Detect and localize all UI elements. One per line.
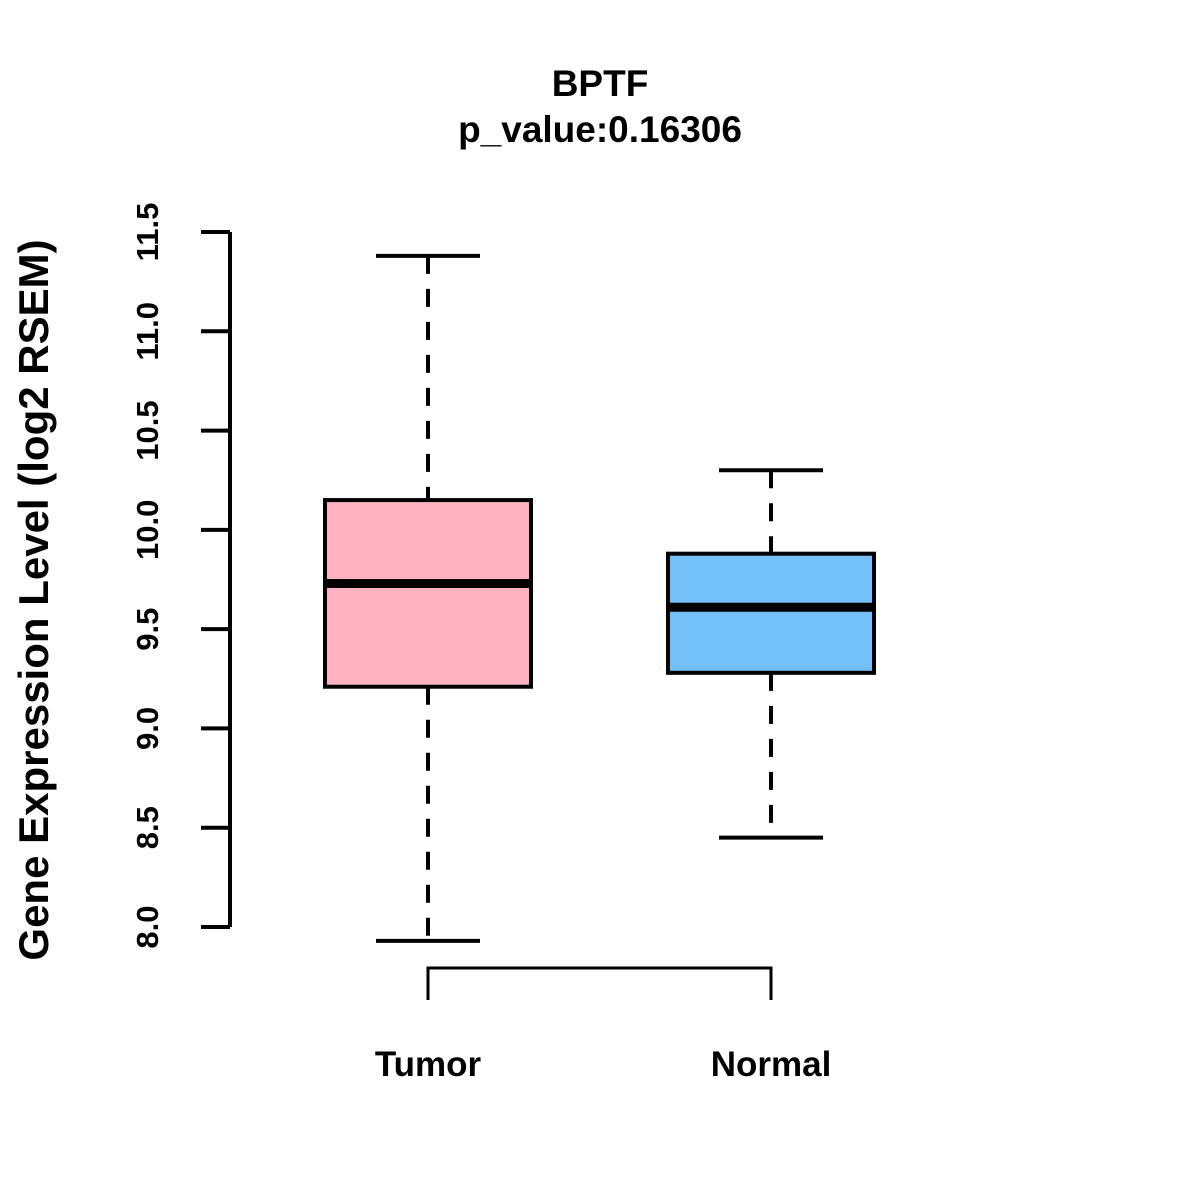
x-label-normal: Normal — [711, 1045, 832, 1084]
normal-box — [666, 551, 876, 675]
y-tick-label: 11.5 — [130, 203, 165, 262]
y-tick-label: 9.0 — [130, 707, 165, 750]
tumor-box — [323, 498, 533, 689]
chart-subtitle: p_value:0.16306 — [458, 109, 742, 150]
chart-title: BPTF — [551, 63, 649, 104]
x-label-tumor: Tumor — [375, 1045, 482, 1084]
y-tick-label: 11.0 — [130, 302, 165, 361]
y-tick-label: 10.0 — [130, 500, 165, 560]
y-tick-label: 8.5 — [130, 806, 165, 849]
y-tick-label: 10.5 — [130, 400, 165, 460]
comparison-bracket — [426, 966, 773, 1000]
y-tick-label: 8.0 — [130, 905, 165, 948]
y-tick-label: 9.5 — [130, 608, 165, 651]
